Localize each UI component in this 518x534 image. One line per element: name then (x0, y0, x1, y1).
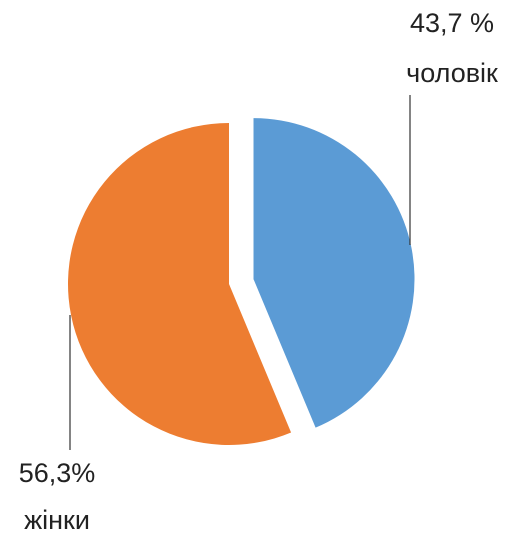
data-label: 43,7 % (410, 8, 494, 38)
category-label: жінки (24, 505, 90, 534)
category-label: чоловік (406, 58, 498, 88)
pie-slice (68, 123, 292, 445)
pie-slice (253, 118, 415, 428)
data-label: 56,3% (19, 458, 96, 488)
